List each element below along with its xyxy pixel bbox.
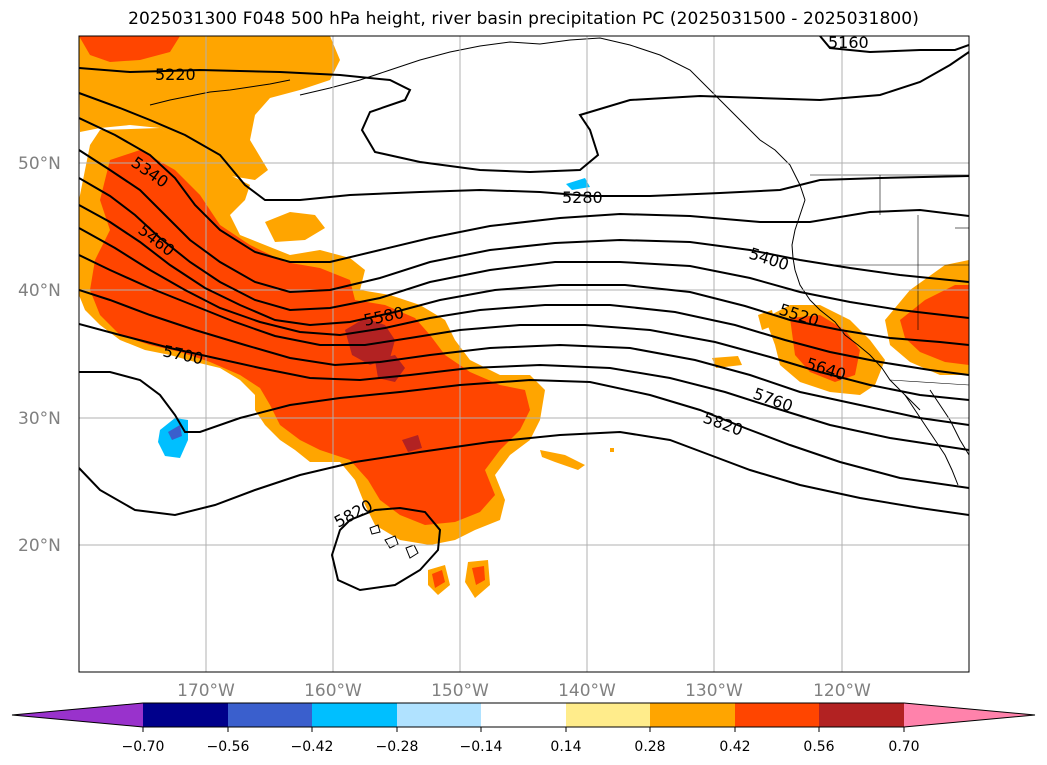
coastline-alaska <box>299 37 806 201</box>
precip-area-blue-north <box>566 178 590 190</box>
lat-label-50n: 50°N <box>18 154 61 174</box>
precip-area-darkred-1 <box>345 318 395 365</box>
colorbar-tick-label: 0.56 <box>803 739 834 755</box>
colorbar-tick-label: −0.56 <box>207 739 250 755</box>
contour-5820-hawaii <box>330 506 442 592</box>
contour-5400 <box>79 149 969 294</box>
contour-5700 <box>79 289 969 426</box>
contour-5640 <box>79 254 969 401</box>
contour-label-5220: 5220 <box>155 65 196 84</box>
contour-5460 <box>79 177 969 319</box>
coastline-baja <box>904 394 959 486</box>
contour-label-5280: 5280 <box>562 188 603 207</box>
precip-area-red-hawaii-2 <box>432 570 445 588</box>
precip-area-darkred-3 <box>402 435 422 452</box>
coastline-mexico-mainland <box>929 389 969 456</box>
colorbar-tick-label: 0.14 <box>550 739 581 755</box>
precip-area-red-southwest <box>900 285 969 365</box>
colorbar-extend-high <box>904 703 1035 727</box>
contour-label-5160: 5160 <box>828 33 869 52</box>
contour-5760 <box>79 323 969 451</box>
colorbar-swatch-8 <box>735 703 819 727</box>
lon-label-150w: 150°W <box>431 681 489 701</box>
colorbar-tick-label: −0.28 <box>376 739 419 755</box>
colorbar-tick-label: −0.42 <box>291 739 334 755</box>
border-us-mexico <box>889 379 969 386</box>
precip-area-red-hawaii <box>472 566 485 585</box>
colorbar-tick-label: −0.70 <box>122 739 165 755</box>
colorbar-swatch-9 <box>819 703 904 727</box>
colorbar-extend-low <box>12 703 143 727</box>
coastline-hawaii-big <box>405 544 419 559</box>
gridlines <box>79 36 969 672</box>
colorbar-swatch-3 <box>312 703 397 727</box>
colorbar-swatch-5 <box>481 703 566 727</box>
precip-area-orange-dot <box>610 448 614 452</box>
contour-5580 <box>79 227 969 376</box>
precip-area-red-north <box>79 36 180 62</box>
colorbar-tick-label: −0.14 <box>460 739 503 755</box>
contour-5220 <box>79 51 969 174</box>
contour-5520 <box>79 204 969 346</box>
contour-5820-north <box>79 371 969 489</box>
longitude-labels: 170°W 160°W 150°W 140°W 130°W 120°W <box>177 681 871 701</box>
precip-area-darkblue-west <box>168 425 182 440</box>
precip-area-orange-offshore <box>712 356 742 368</box>
lon-label-170w: 170°W <box>177 681 235 701</box>
lon-label-160w: 160°W <box>304 681 362 701</box>
lon-label-140w: 140°W <box>558 681 616 701</box>
contour-5280 <box>79 92 969 201</box>
precip-area-orange-streak <box>540 450 585 470</box>
coastline-aleutians <box>149 79 291 106</box>
lat-label-20n: 20°N <box>18 536 61 556</box>
precip-area-orange-west-small <box>265 212 325 242</box>
lat-label-30n: 30°N <box>18 409 61 429</box>
contour-5340 <box>79 117 969 263</box>
map-title: 2025031300 F048 500 hPa height, river ba… <box>128 9 919 29</box>
colorbar-swatch-6 <box>566 703 650 727</box>
colorbar-swatch-1 <box>143 703 228 727</box>
map-frame <box>78 35 970 673</box>
map-panel: 5160 5220 5280 5340 5400 5460 5520 5580 … <box>79 33 969 672</box>
lat-label-40n: 40°N <box>18 281 61 301</box>
colorbar-tick-label: 0.42 <box>719 739 750 755</box>
colorbar-swatch-2 <box>228 703 312 727</box>
colorbar-tick-label: 0.70 <box>888 739 919 755</box>
lon-label-120w: 120°W <box>813 681 871 701</box>
latitude-labels: 50°N 40°N 30°N 20°N <box>18 154 61 556</box>
colorbar-swatch-4 <box>397 703 481 727</box>
lon-label-130w: 130°W <box>685 681 743 701</box>
coastline-hawaii-2 <box>369 524 381 535</box>
contour-5820-outer <box>79 430 969 517</box>
precip-area-red-main <box>90 150 530 525</box>
colorbar-swatch-7 <box>650 703 735 727</box>
colorbar-tick-labels: −0.70 −0.56 −0.42 −0.28 −0.14 0.14 0.28 … <box>122 739 920 755</box>
colorbar-tick-label: 0.28 <box>634 739 665 755</box>
coastline-west-canada <box>791 199 806 271</box>
contour-5160 <box>819 36 969 54</box>
colorbar: −0.70 −0.56 −0.42 −0.28 −0.14 0.14 0.28 … <box>11 702 1036 755</box>
colorbar-ticks <box>142 727 905 732</box>
height-contours <box>79 36 969 592</box>
